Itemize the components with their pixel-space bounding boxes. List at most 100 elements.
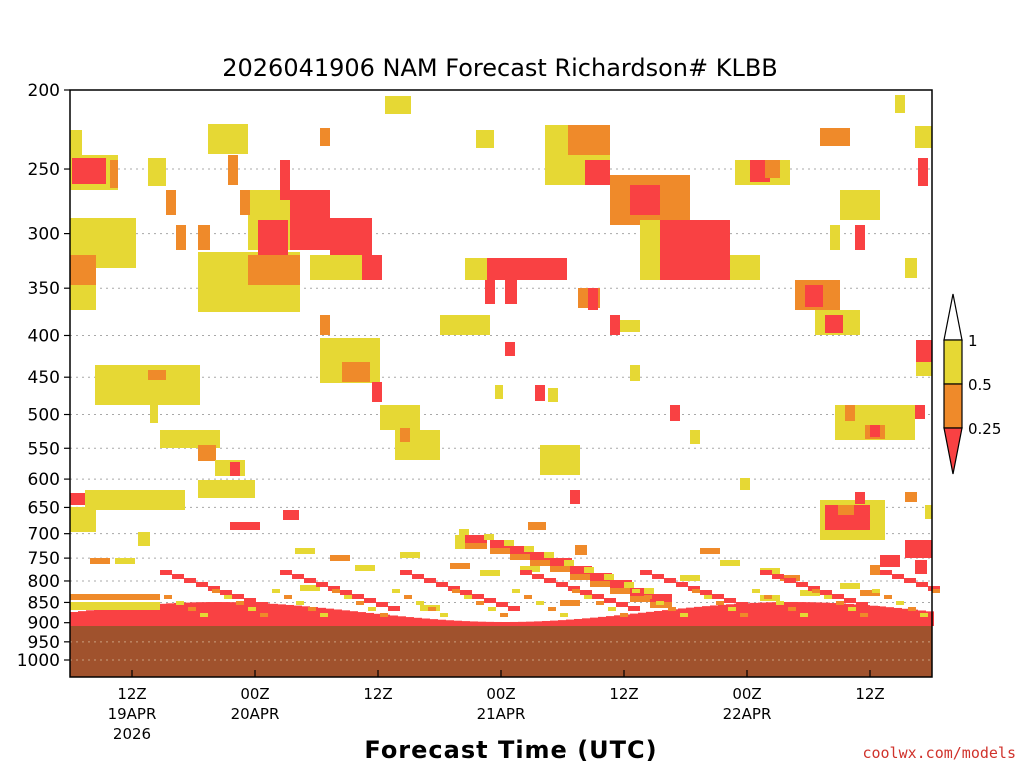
ri-cell — [236, 601, 244, 605]
colorbar-label: 1 — [968, 332, 978, 350]
ri-cell — [525, 258, 535, 280]
ri-cell — [550, 566, 572, 572]
ri-cell — [95, 490, 105, 510]
ri-cell — [422, 618, 430, 626]
ri-cell — [540, 445, 550, 475]
ri-cell — [215, 460, 225, 476]
ri-cell — [628, 606, 640, 611]
ri-cell — [110, 607, 118, 626]
ri-cell — [126, 606, 134, 626]
ri-cell — [272, 589, 280, 593]
ri-cell — [515, 258, 525, 280]
ri-cell — [555, 125, 565, 185]
ri-cell — [918, 610, 926, 626]
ri-cell — [545, 125, 555, 185]
ri-cell — [622, 614, 630, 626]
ri-cell — [125, 365, 135, 405]
ri-cell — [590, 617, 598, 626]
ri-cell — [582, 618, 590, 626]
ri-cell — [80, 130, 82, 155]
ri-cell — [428, 607, 436, 611]
ri-cell — [400, 570, 412, 575]
ri-cell — [278, 604, 286, 626]
ri-cell — [385, 96, 411, 114]
ri-cell — [160, 430, 170, 448]
ri-cell — [404, 595, 412, 599]
ri-cell — [704, 595, 712, 599]
y-axis: 200 250 300 350 400 450 500 550 600 650 700 750 8008… — [17, 81, 70, 671]
ri-cell — [452, 589, 460, 593]
ri-cell — [196, 582, 208, 587]
ri-cell — [134, 605, 142, 626]
ri-cell — [222, 602, 230, 626]
ri-cell — [488, 607, 496, 611]
ri-cell — [845, 310, 855, 335]
ri-cell — [608, 607, 616, 611]
ri-cell — [565, 258, 567, 280]
ri-cell — [415, 430, 425, 460]
ri-cell — [604, 598, 616, 603]
ri-cell — [505, 342, 515, 356]
ri-cell — [660, 220, 670, 280]
ri-cell — [296, 601, 304, 605]
ri-cell — [70, 594, 80, 600]
y-tick-label: 600 — [28, 470, 60, 490]
ri-cell — [895, 405, 905, 440]
ri-cell — [548, 607, 556, 611]
y-tick-label: 650 — [28, 498, 60, 518]
ri-cell — [825, 280, 835, 310]
ri-cell — [524, 546, 534, 552]
ri-cell — [694, 606, 702, 626]
ri-cell — [812, 589, 820, 593]
ri-cell — [830, 128, 840, 146]
ri-cell — [568, 125, 578, 155]
ri-cell — [700, 548, 720, 554]
ri-cell — [485, 258, 487, 280]
ri-cell — [350, 611, 358, 626]
ri-cell — [90, 602, 100, 610]
ri-cell — [208, 252, 218, 312]
ri-cell — [115, 490, 125, 510]
ri-cell — [718, 604, 726, 626]
colorbar-bin — [943, 383, 963, 429]
ri-cell — [95, 365, 105, 405]
y-tick-label: 250 — [28, 160, 60, 180]
ri-cell — [248, 190, 258, 250]
ri-cell — [290, 190, 330, 250]
colorbar-bin — [943, 339, 963, 385]
ri-cell — [825, 315, 843, 333]
ri-cell — [870, 425, 880, 437]
ri-cell — [590, 581, 612, 587]
ri-cell — [805, 285, 823, 307]
ri-cell — [238, 480, 248, 498]
ri-cell — [902, 608, 910, 626]
ri-cell — [495, 385, 503, 399]
ri-cell — [230, 522, 260, 530]
ri-cell — [298, 255, 300, 285]
ri-cell — [198, 445, 216, 461]
ri-cell — [368, 607, 376, 611]
ri-cell — [382, 614, 390, 626]
ri-cell — [100, 602, 110, 610]
ri-cell — [865, 405, 875, 440]
ri-cell — [358, 612, 366, 626]
ri-cell — [148, 158, 166, 186]
ri-cell — [854, 604, 862, 626]
ri-cell — [495, 258, 505, 280]
ri-cell — [808, 586, 820, 591]
ri-cell — [606, 616, 614, 626]
ri-cell — [165, 490, 175, 510]
ri-cell — [140, 602, 150, 610]
ri-cell — [926, 362, 932, 376]
ri-cell — [608, 125, 610, 155]
x-axis-label: Forecast Time (UTC) — [364, 736, 657, 764]
ri-cell — [825, 505, 835, 530]
ri-cell — [86, 610, 94, 626]
plot-area — [70, 89, 940, 677]
ri-cell — [90, 558, 110, 564]
ri-cell — [730, 255, 740, 280]
ri-cell — [470, 315, 480, 335]
ri-cell — [484, 598, 496, 603]
ri-cell — [758, 602, 766, 626]
ri-cell — [334, 609, 342, 626]
